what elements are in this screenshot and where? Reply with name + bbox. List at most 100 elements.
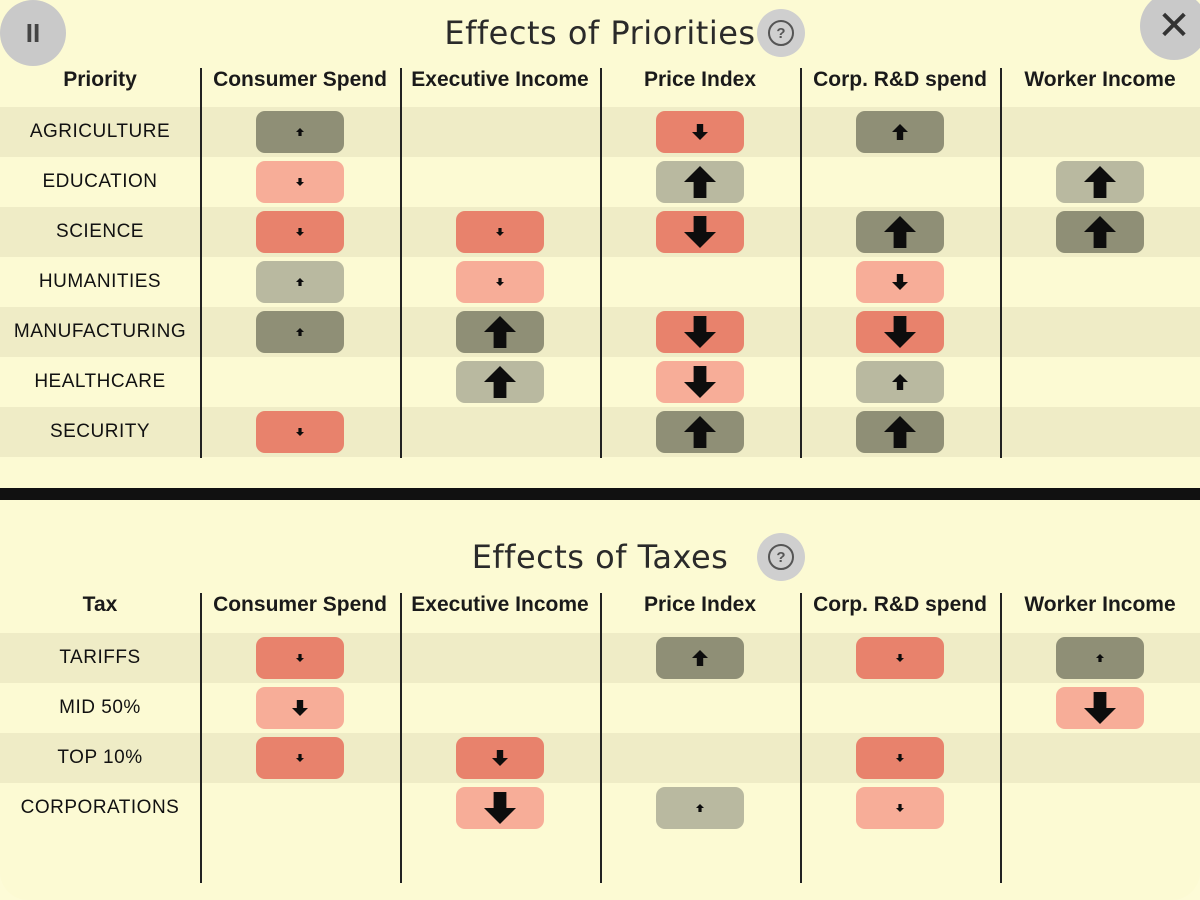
column-divider: [400, 68, 402, 458]
column-divider: [800, 68, 802, 458]
effect-cell: [856, 737, 944, 779]
row-header: Tax: [82, 593, 118, 616]
row-label: HUMANITIES: [38, 271, 162, 292]
row-label: SECURITY: [49, 421, 151, 442]
row-label: AGRICULTURE: [29, 121, 171, 142]
effect-cell: [256, 411, 344, 453]
column-header: Price Index: [643, 68, 757, 91]
arrow-up-icon: [892, 124, 908, 140]
effect-cell: [856, 637, 944, 679]
effect-cell: [256, 687, 344, 729]
effect-cell: [456, 361, 544, 403]
effect-cell: [1056, 211, 1144, 253]
column-divider: [400, 593, 402, 883]
arrow-down-icon: [896, 804, 904, 812]
arrow-up-icon: [696, 804, 704, 812]
priorities-header-row: Priority Consumer Spend Executive Income…: [0, 68, 1200, 98]
arrow-up-icon: [684, 166, 716, 198]
column-divider: [1000, 68, 1002, 458]
effect-cell: [256, 161, 344, 203]
column-header: Corp. R&D spend: [813, 68, 987, 91]
effect-cell: [256, 261, 344, 303]
table-row: CORPORATIONS: [0, 783, 1200, 833]
arrow-down-icon: [684, 316, 716, 348]
arrow-down-icon: [892, 274, 908, 290]
effect-cell: [256, 211, 344, 253]
arrow-down-icon: [684, 366, 716, 398]
help-icon: ?: [768, 20, 794, 46]
effect-cell: [856, 261, 944, 303]
column-divider: [600, 68, 602, 458]
table-row: MID 50%: [0, 683, 1200, 733]
pause-button[interactable]: II: [0, 0, 66, 66]
column-header: Consumer Spend: [213, 68, 387, 91]
taxes-header-row: Tax Consumer Spend Executive Income Pric…: [0, 593, 1200, 623]
priorities-title: Effects of Priorities: [444, 14, 756, 52]
column-divider: [600, 593, 602, 883]
priorities-help-button[interactable]: ?: [757, 9, 805, 57]
row-label: CORPORATIONS: [20, 797, 180, 818]
row-label: MID 50%: [59, 697, 141, 718]
arrow-down-icon: [496, 228, 504, 236]
effect-cell: [1056, 161, 1144, 203]
arrow-up-icon: [484, 366, 516, 398]
close-button[interactable]: ✕: [1140, 0, 1200, 60]
effect-cell: [856, 311, 944, 353]
row-header: Priority: [63, 68, 137, 91]
row-label: MANUFACTURING: [13, 321, 187, 342]
column-header: Worker Income: [1024, 593, 1176, 616]
row-label: EDUCATION: [42, 171, 158, 192]
effect-cell: [656, 111, 744, 153]
arrow-up-icon: [484, 316, 516, 348]
arrow-down-icon: [496, 278, 504, 286]
effect-cell: [456, 311, 544, 353]
arrow-down-icon: [692, 124, 708, 140]
effect-cell: [656, 311, 744, 353]
effect-cell: [656, 411, 744, 453]
arrow-down-icon: [296, 228, 304, 236]
arrow-up-icon: [1096, 654, 1104, 662]
column-header: Consumer Spend: [213, 593, 387, 616]
effect-cell: [856, 211, 944, 253]
effect-cell: [456, 261, 544, 303]
column-divider: [200, 68, 202, 458]
arrow-up-icon: [692, 650, 708, 666]
arrow-down-icon: [1084, 692, 1116, 724]
arrow-up-icon: [296, 328, 304, 336]
arrow-down-icon: [492, 750, 508, 766]
arrow-down-icon: [296, 754, 304, 762]
arrow-up-icon: [1084, 166, 1116, 198]
effect-cell: [456, 787, 544, 829]
column-header: Executive Income: [411, 593, 589, 616]
effect-cell: [656, 787, 744, 829]
taxes-title: Effects of Taxes: [471, 538, 729, 576]
effect-cell: [1056, 687, 1144, 729]
arrow-down-icon: [896, 654, 904, 662]
effect-cell: [456, 211, 544, 253]
section-divider: [0, 488, 1200, 500]
effect-cell: [656, 361, 744, 403]
row-label: SCIENCE: [56, 221, 144, 242]
arrow-up-icon: [296, 278, 304, 286]
arrow-down-icon: [296, 654, 304, 662]
row-label: TARIFFS: [59, 647, 141, 668]
effect-cell: [856, 361, 944, 403]
arrow-up-icon: [1084, 216, 1116, 248]
column-header: Worker Income: [1024, 68, 1176, 91]
column-divider: [1000, 593, 1002, 883]
effect-cell: [1056, 637, 1144, 679]
arrow-down-icon: [484, 792, 516, 824]
taxes-help-button[interactable]: ?: [757, 533, 805, 581]
taxes-section: Effects of Taxes Tax Consumer Spend Exec…: [0, 500, 1200, 900]
help-icon: ?: [768, 544, 794, 570]
column-divider: [800, 593, 802, 883]
effect-cell: [856, 411, 944, 453]
arrow-up-icon: [884, 216, 916, 248]
arrow-down-icon: [884, 316, 916, 348]
priorities-section: Effects of Priorities ? Priority Consume…: [0, 9, 1200, 458]
table-row: HEALTHCARE: [0, 357, 1200, 407]
column-divider: [200, 593, 202, 883]
arrow-down-icon: [684, 216, 716, 248]
effect-cell: [656, 211, 744, 253]
arrow-down-icon: [896, 754, 904, 762]
